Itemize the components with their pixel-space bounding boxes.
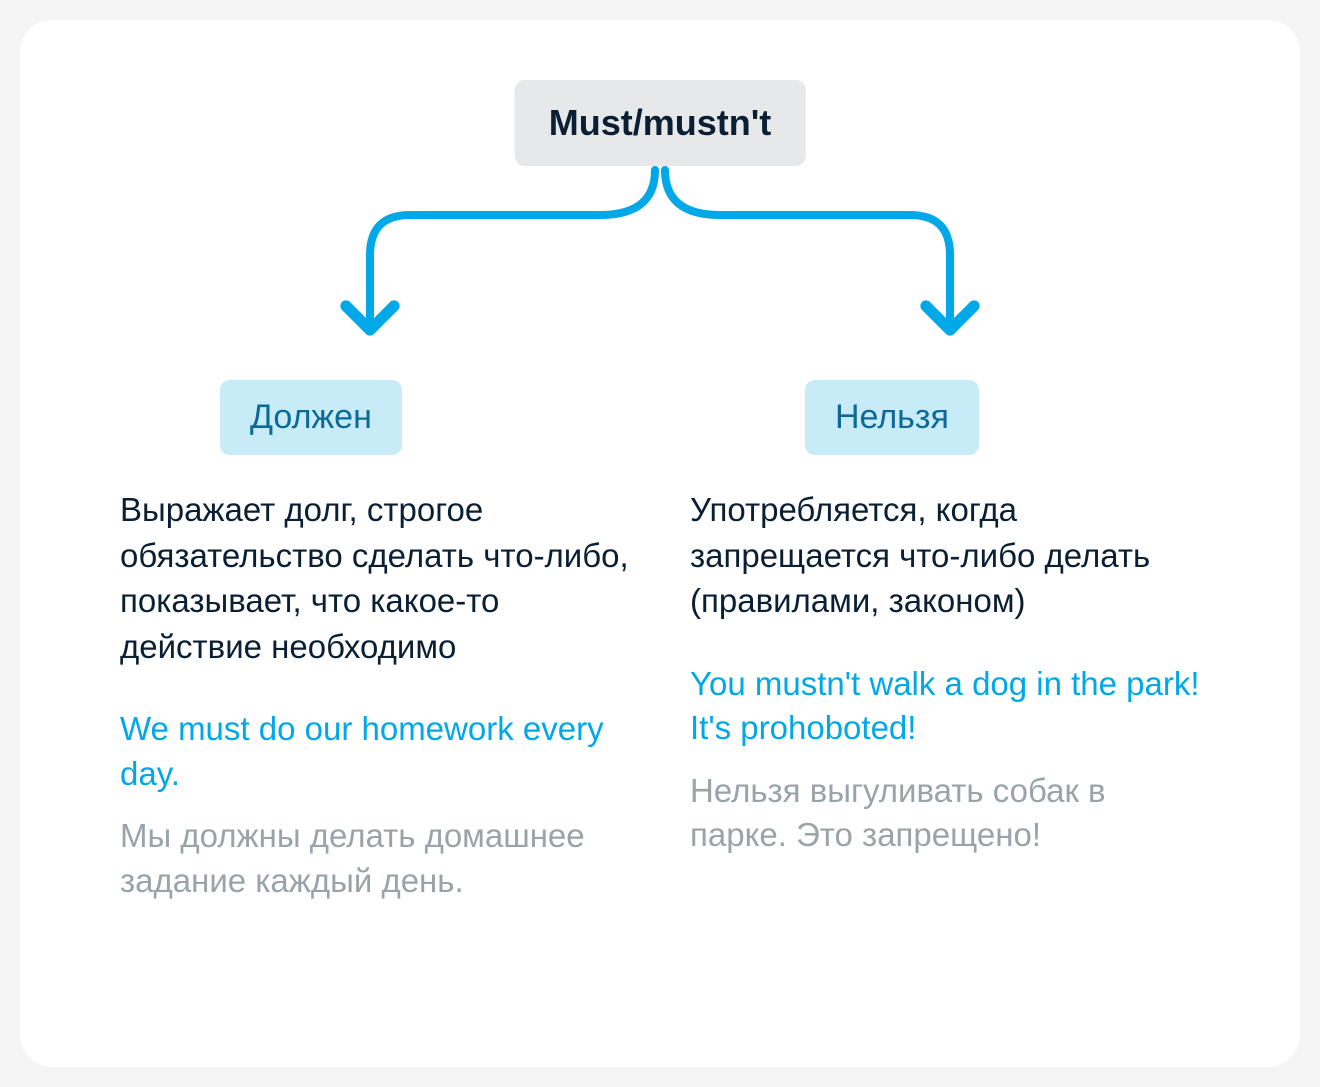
branch-right: Нельзя Употребляется, когда запрещается … xyxy=(690,380,1200,903)
branch-left-example-en: We must do our homework every day. xyxy=(120,707,630,796)
branch-right-header-label: Нельзя xyxy=(835,398,949,436)
root-node: Must/mustn't xyxy=(515,80,806,166)
branch-right-description: Употребляется, когда запрещается что-либ… xyxy=(690,487,1200,624)
branch-left: Должен Выражает долг, строгое обязательс… xyxy=(120,380,630,903)
root-label: Must/mustn't xyxy=(549,102,772,143)
branch-right-example-en: You mustn't walk a dog in the park! It's… xyxy=(690,662,1200,751)
branch-left-header: Должен xyxy=(220,380,402,455)
branch-arrows xyxy=(250,160,1070,370)
branch-right-header: Нельзя xyxy=(805,380,979,455)
branch-right-example-ru: Нельзя выгуливать собак в парке. Это зап… xyxy=(690,769,1200,858)
branch-left-header-label: Должен xyxy=(250,398,372,436)
columns-container: Должен Выражает долг, строгое обязательс… xyxy=(20,380,1300,903)
branch-left-example-ru: Мы должны делать домашнее задание каждый… xyxy=(120,814,630,903)
branch-left-description: Выражает долг, строгое обязательство сде… xyxy=(120,487,630,669)
diagram-card: Must/mustn't Должен Выражает долг, строг… xyxy=(20,20,1300,1067)
